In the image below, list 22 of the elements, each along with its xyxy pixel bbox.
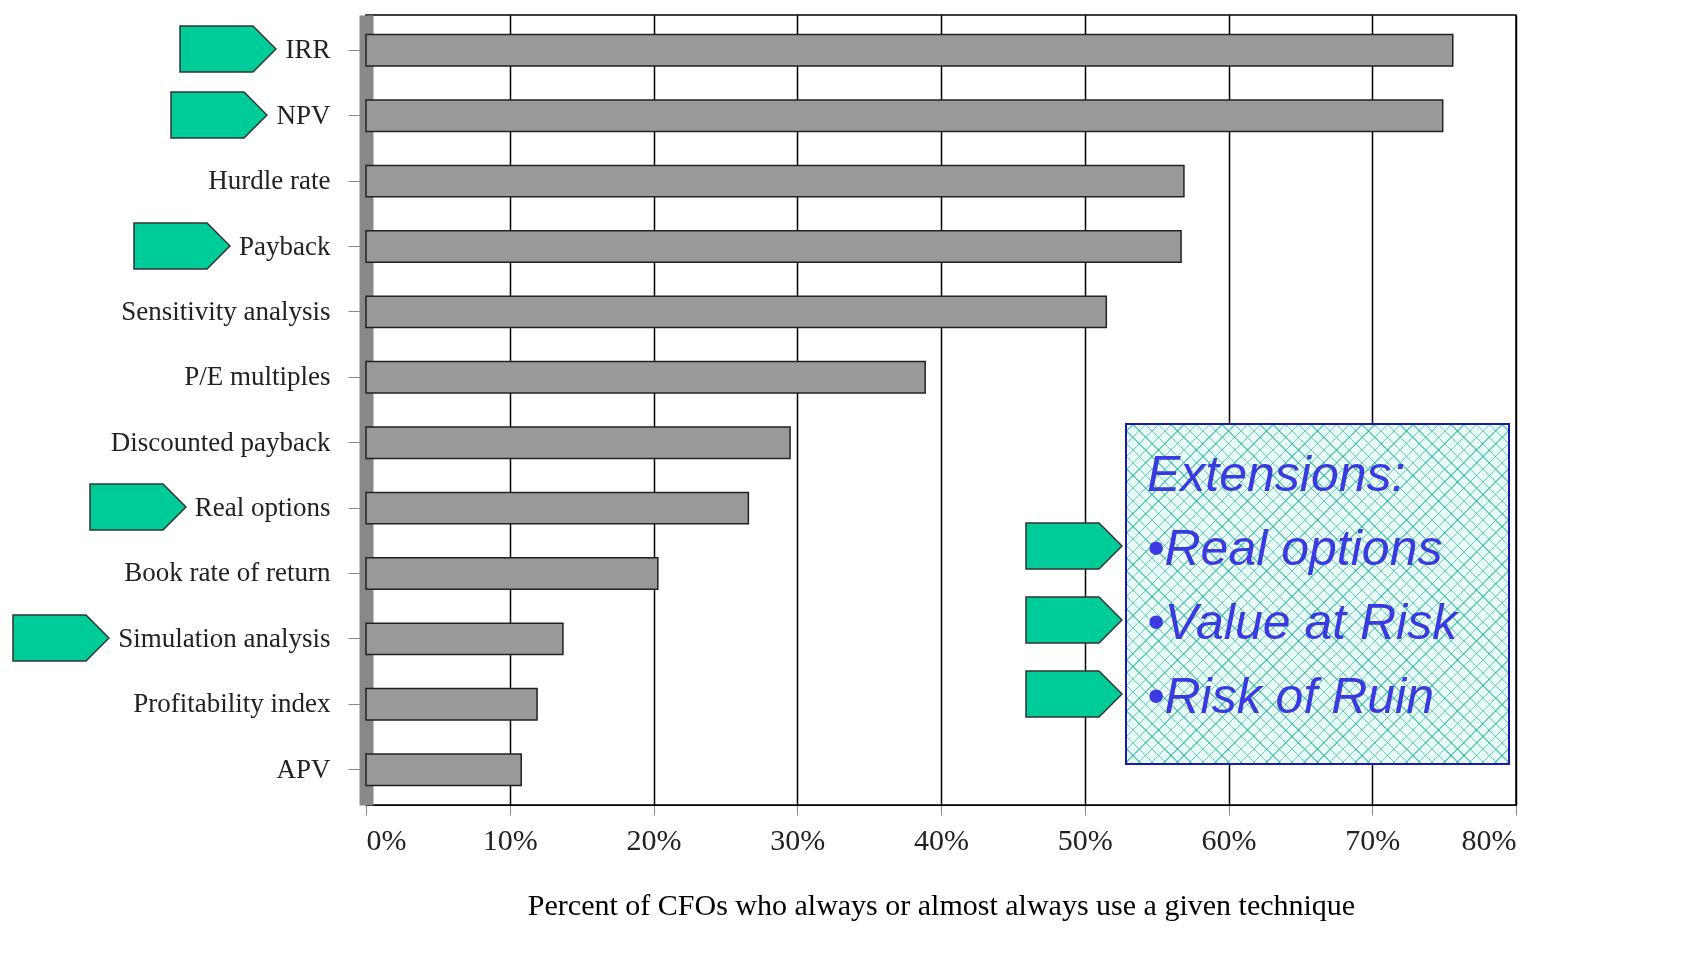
x-tick-label: 10% bbox=[482, 822, 538, 856]
y-tick-label: NPV bbox=[276, 99, 331, 130]
y-tick-label: Simulation analysis bbox=[118, 622, 331, 653]
y-tick-label: Sensitivity analysis bbox=[121, 295, 331, 326]
y-tick-label: Book rate of return bbox=[124, 557, 331, 588]
x-tick-label: 30% bbox=[770, 822, 826, 856]
y-tick-label: P/E multiples bbox=[184, 361, 331, 392]
y-tick-label: Real options bbox=[194, 492, 331, 523]
y-tick-label: Profitability index bbox=[133, 688, 331, 719]
x-tick-label: 40% bbox=[914, 822, 969, 856]
x-tick-label: 0% bbox=[366, 822, 407, 856]
x-tick-label: 60% bbox=[1201, 822, 1257, 856]
y-tick-label: Payback bbox=[239, 230, 331, 261]
x-tick-label: 70% bbox=[1345, 822, 1401, 856]
y-tick-label: Hurdle rate bbox=[208, 165, 331, 196]
x-tick-label: 20% bbox=[626, 822, 682, 856]
x-tick-label: 80% bbox=[1461, 822, 1517, 856]
y-tick-label: Discounted payback bbox=[110, 426, 331, 457]
x-axis-title: Percent of CFOs who always or almost always use a given technique bbox=[527, 887, 1356, 921]
y-tick-label: APV bbox=[276, 753, 331, 784]
x-tick-label: 50% bbox=[1057, 822, 1113, 856]
y-tick-label: IRR bbox=[285, 34, 331, 65]
